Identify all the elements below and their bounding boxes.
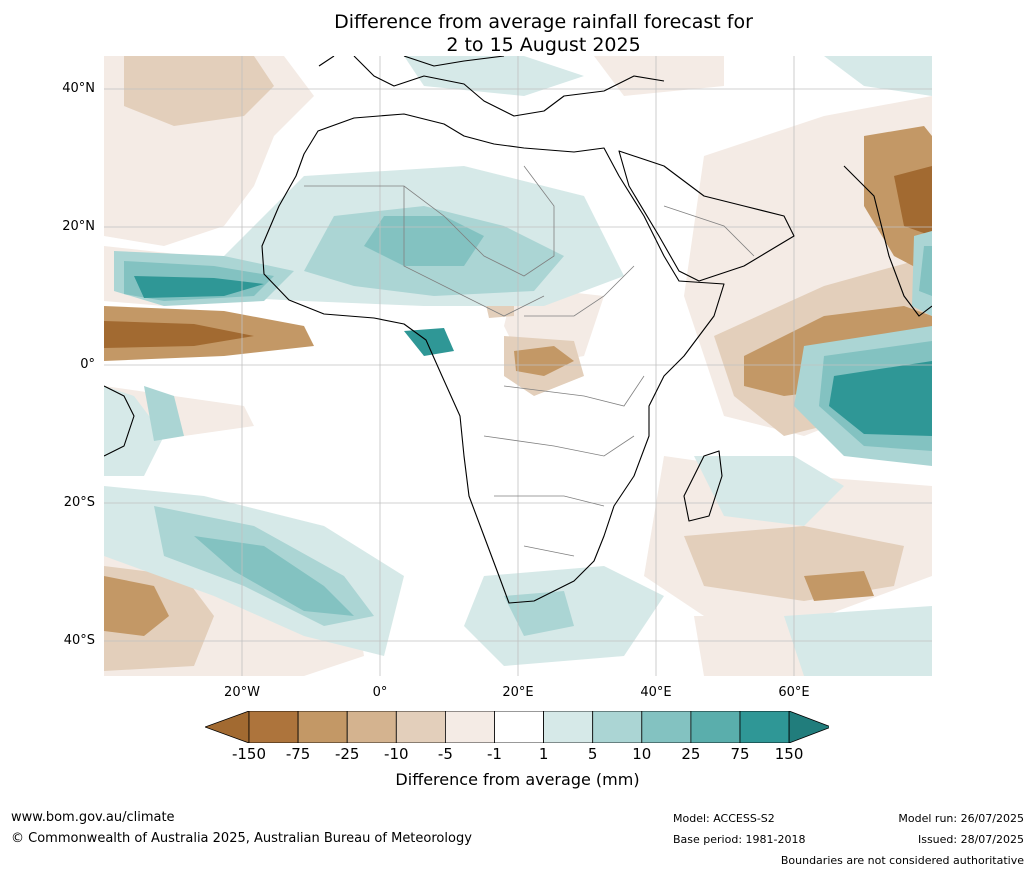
colorbar-box — [543, 711, 594, 743]
lon-label-60e: 60°E — [778, 685, 810, 700]
colorbar-tick-label: -150 — [231, 745, 267, 763]
colorbar-tick-label: 10 — [632, 745, 652, 763]
map-title-line-2: 2 to 15 August 2025 — [446, 34, 641, 56]
colorbar-box — [297, 711, 348, 743]
lon-label-20e: 20°E — [502, 685, 534, 700]
colorbar-box — [494, 711, 544, 743]
colorbar-box — [739, 711, 790, 743]
wet-anomaly-severe — [134, 276, 932, 436]
colorbar-tick-label: -1 — [487, 745, 502, 763]
arabia-coastline — [618, 150, 795, 282]
colorbar-extend-high — [788, 711, 829, 743]
footer-issued: Issued: 28/07/2025 — [917, 833, 1024, 846]
europe-coastline — [318, 56, 665, 117]
africa-coastline — [261, 113, 725, 604]
colorbar-tick-label: 1 — [538, 745, 549, 763]
colorbar-box — [395, 711, 446, 743]
footer-model-run: Model run: 26/07/2025 — [898, 812, 1024, 825]
south-america-coastline — [104, 385, 135, 457]
lat-label-20s: 20°S — [63, 495, 95, 510]
colorbar — [205, 711, 829, 743]
colorbar-box — [592, 711, 643, 743]
lat-label-40n: 40°N — [62, 81, 95, 96]
coastlines — [104, 56, 932, 604]
country-borders — [304, 165, 755, 557]
colorbar-tick-label: -10 — [384, 745, 409, 763]
colorbar-box — [346, 711, 397, 743]
lon-label-20w: 20°W — [224, 685, 260, 700]
footer-base-period: Base period: 1981-2018 — [673, 833, 806, 846]
colorbar-box — [690, 711, 741, 743]
india-coastline — [843, 165, 932, 317]
lat-label-40s: 40°S — [63, 633, 95, 648]
madagascar-coastline — [683, 450, 723, 522]
footer-disclaimer: Boundaries are not considered authoritat… — [780, 854, 1024, 867]
colorbar-label: Difference from average (mm) — [395, 770, 640, 789]
colorbar-tick-label: -5 — [437, 745, 453, 763]
rainfall-anomaly-map — [104, 56, 932, 676]
graticule — [104, 56, 932, 676]
lon-label-40e: 40°E — [640, 685, 672, 700]
colorbar-tick-label: -75 — [285, 745, 311, 763]
footer-copyright: © Commonwealth of Australia 2025, Austra… — [11, 831, 472, 846]
colorbar-tick-label: 150 — [774, 745, 804, 763]
dry-anomaly-severe — [104, 166, 932, 348]
colorbar-tick-label: -25 — [334, 745, 360, 763]
lon-label-0: 0° — [372, 685, 388, 700]
colorbar-tick-label: 25 — [681, 745, 701, 763]
lat-label-20n: 20°N — [62, 219, 95, 234]
colorbar-box — [444, 711, 495, 743]
colorbar-box — [641, 711, 692, 743]
colorbar-tick-label: 5 — [587, 745, 598, 763]
colorbar-tick-label: 75 — [730, 745, 750, 763]
lat-label-equator: 0° — [80, 357, 95, 372]
footer-website: www.bom.gov.au/climate — [11, 810, 175, 825]
footer-model: Model: ACCESS-S2 — [673, 812, 775, 825]
colorbar-extend-low — [205, 711, 250, 743]
map-title-line-1: Difference from average rainfall forecas… — [334, 11, 753, 33]
colorbar-box — [248, 711, 299, 743]
